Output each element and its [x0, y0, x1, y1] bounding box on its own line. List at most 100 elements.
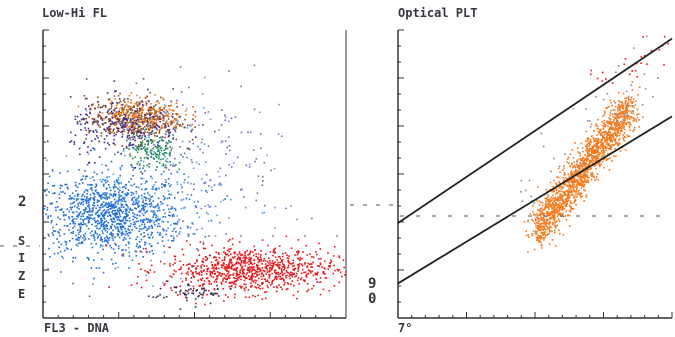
scatter-point — [96, 96, 99, 99]
scatter-point — [226, 265, 228, 268]
scatter-point — [311, 256, 313, 258]
scatter-point — [171, 207, 174, 209]
scatter-point — [117, 228, 119, 230]
scatter-point — [598, 163, 601, 166]
scatter-point — [572, 166, 574, 169]
scatter-point — [88, 198, 90, 200]
scatter-point — [179, 115, 182, 118]
scatter-point — [169, 265, 171, 267]
scatter-point — [54, 206, 57, 209]
scatter-point — [209, 254, 211, 257]
scatter-point — [132, 212, 134, 214]
scatter-point — [560, 206, 562, 209]
scatter-point — [577, 192, 580, 195]
scatter-point — [634, 100, 637, 103]
scatter-point — [226, 253, 228, 256]
scatter-point — [305, 273, 308, 276]
scatter-point — [74, 222, 76, 225]
scatter-point — [320, 257, 322, 260]
scatter-point — [79, 230, 82, 232]
scatter-point — [577, 147, 579, 149]
scatter-point — [112, 239, 115, 241]
scatter-point — [175, 126, 177, 128]
scatter-point — [545, 221, 547, 223]
scatter-point — [158, 108, 161, 110]
scatter-point — [135, 149, 137, 151]
scatter-point — [589, 153, 592, 156]
scatter-point — [281, 255, 284, 258]
scatter-point — [319, 277, 322, 279]
scatter-point — [122, 217, 125, 220]
scatter-point — [595, 176, 598, 178]
scatter-point — [93, 149, 96, 151]
scatter-point — [612, 116, 614, 118]
scatter-point — [201, 287, 203, 290]
scatter-point — [142, 204, 144, 207]
scatter-point — [116, 226, 119, 228]
scatter-point — [100, 244, 102, 246]
scatter-point — [72, 232, 74, 234]
scatter-point — [611, 160, 613, 162]
scatter-point — [150, 142, 153, 144]
scatter-point — [82, 215, 84, 217]
scatter-point — [288, 262, 291, 264]
scatter-point — [76, 115, 79, 118]
scatter-point — [544, 234, 547, 237]
scatter-point — [85, 78, 88, 80]
scatter-point — [251, 268, 253, 270]
scatter-point — [151, 250, 153, 252]
scatter-point — [98, 200, 100, 202]
scatter-point — [542, 219, 544, 221]
scatter-point — [630, 110, 632, 113]
scatter-point — [584, 158, 587, 161]
scatter-point — [614, 132, 616, 134]
scatter-point — [58, 193, 61, 196]
scatter-point — [219, 221, 221, 224]
scatter-point — [532, 210, 534, 213]
scatter-point — [208, 206, 211, 208]
scatter-point — [231, 237, 234, 240]
scatter-point — [297, 270, 299, 272]
scatter-point — [309, 253, 311, 255]
scatter-point — [147, 218, 150, 221]
scatter-point — [570, 186, 572, 188]
scatter-point — [322, 272, 325, 275]
scatter-point — [188, 140, 191, 143]
scatter-point — [97, 216, 100, 218]
scatter-point — [175, 113, 177, 115]
scatter-point — [203, 291, 205, 294]
scatter-point — [624, 101, 627, 103]
scatter-point — [176, 183, 179, 185]
scatter-point — [80, 215, 82, 218]
scatter-point — [251, 284, 254, 287]
scatter-point — [589, 161, 592, 164]
scatter-point — [140, 144, 142, 146]
scatter-point — [163, 198, 165, 201]
scatter-point — [158, 132, 161, 134]
scatter-point — [154, 192, 156, 195]
scatter-point — [253, 245, 255, 248]
scatter-point — [136, 115, 139, 118]
scatter-point — [609, 123, 612, 126]
scatter-point — [589, 144, 591, 146]
scatter-point — [186, 147, 189, 150]
scatter-point — [572, 181, 574, 184]
scatter-point — [195, 268, 197, 270]
scatter-point — [127, 234, 130, 237]
scatter-point — [159, 110, 161, 113]
scatter-point — [623, 124, 625, 126]
scatter-point — [143, 209, 145, 212]
scatter-point — [589, 140, 592, 142]
scatter-point — [283, 279, 285, 281]
scatter-point — [141, 204, 143, 207]
scatter-point — [148, 165, 150, 168]
scatter-point — [131, 115, 133, 118]
scatter-point — [228, 145, 231, 147]
scatter-point — [134, 207, 136, 209]
scatter-point — [344, 274, 346, 276]
scatter-point — [624, 117, 627, 119]
scatter-point — [298, 265, 300, 267]
scatter-point — [176, 181, 178, 183]
scatter-point — [136, 108, 138, 110]
scatter-point — [275, 264, 277, 266]
